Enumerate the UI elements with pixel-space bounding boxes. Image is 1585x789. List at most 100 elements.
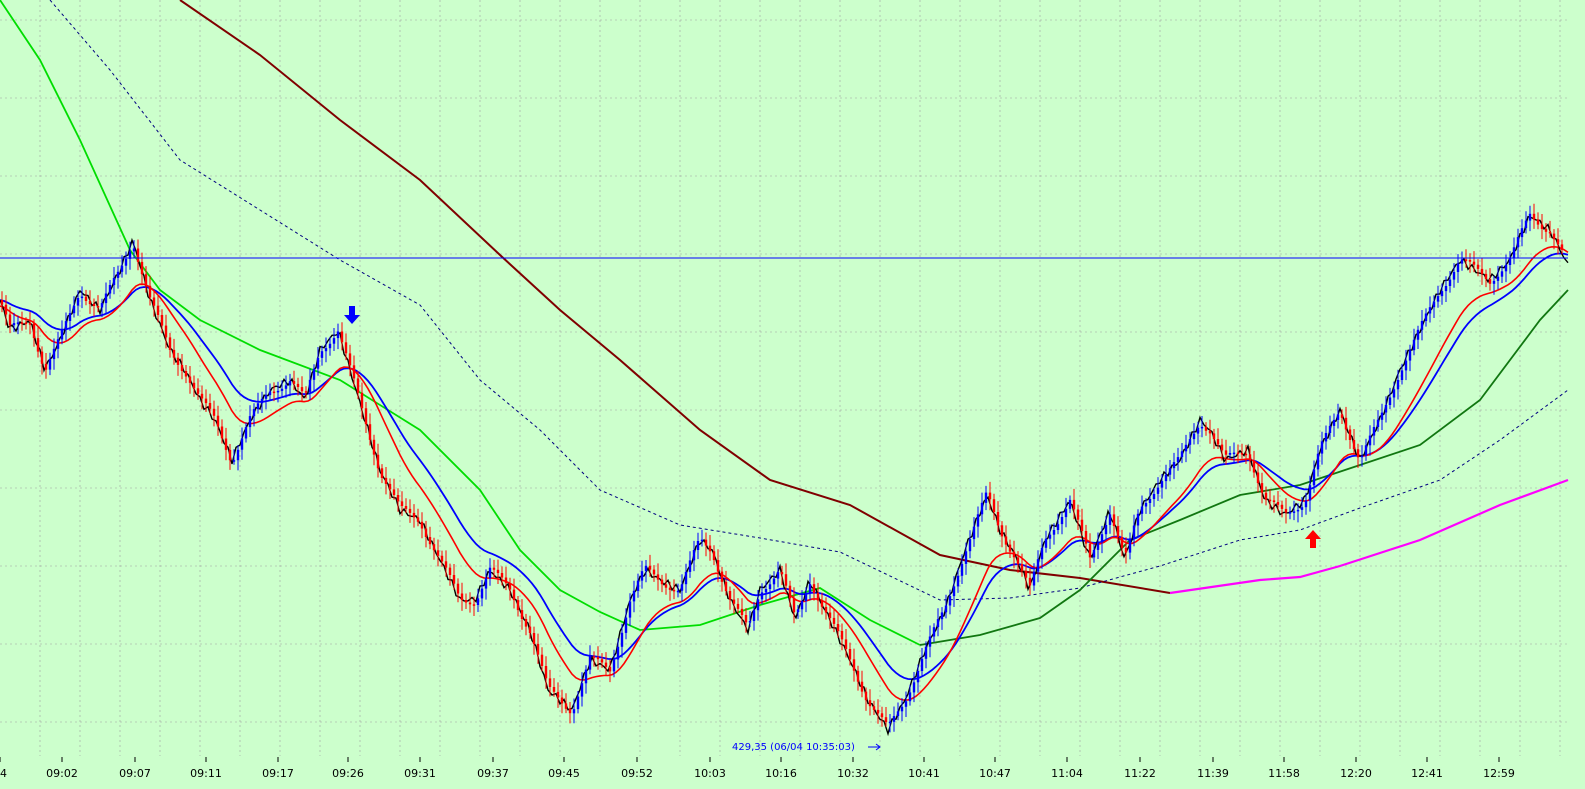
candle-body: [380, 468, 384, 478]
candle-body: [1196, 427, 1200, 434]
candle-body: [828, 612, 832, 618]
candle-body: [1136, 513, 1140, 526]
candle-body: [376, 454, 380, 469]
candle-body: [1492, 280, 1496, 284]
candle-body: [288, 381, 292, 386]
candle-body: [408, 508, 412, 513]
candle-body: [660, 579, 664, 585]
candle-body: [492, 567, 496, 570]
candle-body: [608, 666, 612, 672]
candle-body: [928, 636, 932, 647]
candle-body: [316, 357, 320, 369]
candle-body: [888, 721, 892, 724]
candle-body: [1308, 485, 1312, 501]
candle-body: [748, 621, 752, 623]
candle-body: [1560, 244, 1564, 250]
candle-body: [40, 351, 44, 364]
candle-body: [20, 322, 24, 324]
candle-body: [308, 379, 312, 392]
candle-body: [200, 393, 204, 399]
candle-body: [572, 709, 576, 714]
candle-body: [304, 391, 308, 393]
candle-body: [916, 671, 920, 683]
candle-body: [1488, 279, 1492, 284]
candle-body: [636, 580, 640, 591]
candle-body: [652, 569, 656, 575]
candle-body: [156, 305, 160, 315]
signals: [344, 306, 1321, 751]
candle-body: [140, 261, 144, 275]
candle-body: [280, 388, 284, 391]
candle-body: [1304, 500, 1308, 508]
candle-body: [1248, 454, 1252, 461]
candle-body: [536, 643, 540, 655]
candle-body: [1064, 508, 1068, 518]
candle-body: [384, 477, 388, 484]
candle-body: [1244, 453, 1248, 456]
candle-body: [1516, 237, 1520, 248]
candle-body: [1360, 455, 1364, 458]
candle-body: [932, 627, 936, 637]
candle-body: [56, 339, 60, 349]
candle-body: [760, 592, 764, 600]
candle-body: [268, 391, 272, 396]
candle-body: [676, 590, 680, 593]
x-tick-label: 4: [0, 767, 7, 780]
low-price-annotation: 429,35 (06/04 10:35:03): [732, 742, 855, 753]
candle-body: [1048, 534, 1052, 539]
candle-body: [160, 315, 164, 326]
candle-body: [840, 631, 844, 640]
candle-body: [936, 619, 940, 628]
candle-body: [776, 572, 780, 579]
candle-body: [508, 583, 512, 590]
candle-body: [1088, 543, 1092, 558]
candle-body: [256, 403, 260, 410]
candle-body: [468, 602, 472, 605]
candle-body: [724, 581, 728, 592]
candle-body: [988, 492, 992, 500]
candle-body: [1060, 517, 1064, 525]
candle-body: [1532, 213, 1536, 220]
candle-body: [956, 575, 960, 587]
candle-body: [1352, 440, 1356, 450]
candle-body: [712, 551, 716, 561]
x-tick-label: 10:47: [979, 767, 1011, 780]
x-tick-label: 09:07: [119, 767, 151, 780]
up-arrow-icon[interactable]: [1305, 530, 1321, 548]
candle-body: [1320, 441, 1324, 454]
candle-body: [136, 248, 140, 262]
candle-body: [1172, 462, 1176, 469]
candle-body: [692, 550, 696, 561]
candle-body: [1232, 452, 1236, 455]
candle-body: [880, 713, 884, 718]
x-tick-label: 11:39: [1197, 767, 1229, 780]
candle-body: [944, 605, 948, 613]
candle-body: [1116, 526, 1120, 537]
candle-body: [208, 403, 212, 409]
candle-body: [1528, 213, 1532, 221]
candle-body: [4, 304, 8, 315]
candle-body: [72, 305, 76, 314]
candle-body: [1472, 261, 1476, 265]
candle-body: [596, 657, 600, 660]
candle-body: [848, 649, 852, 660]
candle-body: [116, 271, 120, 278]
candle-body: [992, 499, 996, 512]
candle-body: [1484, 273, 1488, 280]
candle-body: [1464, 259, 1468, 261]
candle-body: [624, 617, 628, 633]
candle-body: [1152, 494, 1156, 499]
candle-body: [132, 248, 136, 252]
candle-body: [232, 460, 236, 462]
candle-body: [1312, 469, 1316, 486]
down-arrow-icon[interactable]: [344, 306, 360, 324]
candle-body: [540, 654, 544, 666]
candle-body: [1552, 233, 1556, 240]
candle-body: [1448, 279, 1452, 286]
candle-body: [688, 560, 692, 572]
candle-body: [1412, 339, 1416, 351]
candle-body: [728, 591, 732, 600]
candle-body: [640, 571, 644, 581]
candle-body: [1264, 492, 1268, 500]
candle-body: [1348, 429, 1352, 440]
